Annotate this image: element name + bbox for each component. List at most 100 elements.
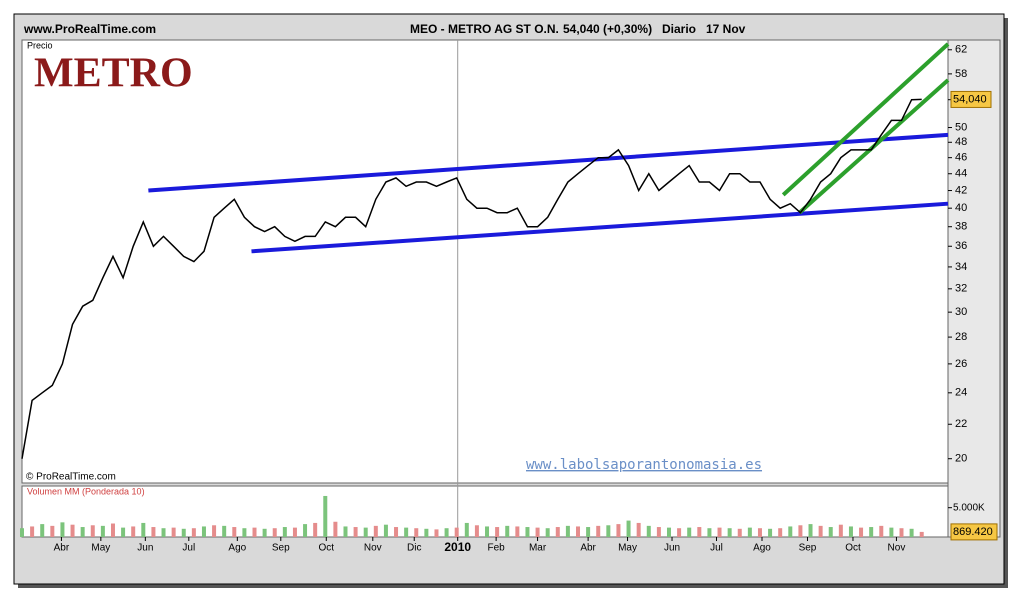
right-axis bbox=[947, 39, 1001, 538]
volume-bar bbox=[212, 525, 217, 537]
y-tick-label: 20 bbox=[955, 453, 967, 465]
volume-bar bbox=[869, 527, 874, 537]
x-tick-label: Abr bbox=[580, 543, 596, 554]
volume-bar bbox=[889, 527, 894, 537]
date: 17 Nov bbox=[706, 22, 746, 36]
x-tick-label: Jul bbox=[710, 543, 723, 554]
volume-bar bbox=[656, 527, 661, 537]
volume-bar bbox=[262, 528, 267, 537]
y-tick-label: 34 bbox=[955, 261, 967, 273]
volume-bar bbox=[535, 527, 540, 537]
y-tick-label: 62 bbox=[955, 44, 967, 56]
volume-bar bbox=[303, 524, 308, 537]
volume-bar bbox=[636, 522, 641, 537]
volume-bar bbox=[525, 527, 530, 537]
volume-bar bbox=[171, 527, 176, 537]
volume-bar bbox=[495, 527, 500, 537]
volume-bar bbox=[757, 528, 762, 537]
chart-title: MEO - METRO AG ST O.N. bbox=[410, 22, 559, 36]
volume-bar bbox=[353, 527, 358, 537]
volume-bar bbox=[40, 524, 45, 537]
volume-bar bbox=[727, 528, 732, 537]
volume-bar bbox=[232, 527, 237, 537]
volume-bar bbox=[626, 520, 631, 537]
quote: 54,040 (+0,30%) bbox=[563, 22, 652, 36]
volume-bar bbox=[474, 525, 479, 537]
last-price-box bbox=[950, 90, 992, 108]
volume-bar bbox=[60, 522, 65, 537]
volume-bar bbox=[717, 527, 722, 537]
volume-bar bbox=[919, 531, 924, 537]
y-tick-label: 32 bbox=[955, 283, 967, 295]
volume-bar bbox=[181, 528, 186, 537]
x-tick-label: 2010 bbox=[444, 540, 471, 554]
x-tick-label: Jul bbox=[182, 543, 195, 554]
trend-line bbox=[781, 42, 950, 197]
y-tick-label: 44 bbox=[955, 168, 967, 180]
y-tick-label: 50 bbox=[955, 121, 967, 133]
volume-bar bbox=[414, 528, 419, 537]
x-tick-label: Ago bbox=[753, 543, 771, 554]
volume-bar bbox=[808, 524, 813, 537]
volume-bar bbox=[707, 528, 712, 537]
x-tick-label: Oct bbox=[845, 543, 861, 554]
copyright: © ProRealTime.com bbox=[26, 472, 116, 483]
volume-bar bbox=[596, 525, 601, 537]
watermark: www.labolsaporantonomasia.es bbox=[526, 457, 762, 473]
y-tick-label: 46 bbox=[955, 152, 967, 164]
x-tick-label: Mar bbox=[529, 543, 547, 554]
volume-bar bbox=[515, 526, 520, 537]
trend-line bbox=[251, 201, 949, 254]
volume-bar bbox=[737, 528, 742, 537]
volume-bar bbox=[272, 528, 277, 537]
y-tick-label: 42 bbox=[955, 184, 967, 196]
y-tick-label: 48 bbox=[955, 136, 967, 148]
volume-bar bbox=[606, 525, 611, 537]
volume-bar bbox=[788, 526, 793, 537]
last-volume-box bbox=[950, 523, 998, 541]
x-tick-label: May bbox=[91, 543, 110, 554]
volume-bar bbox=[282, 527, 287, 537]
volume-tick-label: 5.000K bbox=[953, 502, 985, 513]
volume-bar bbox=[80, 527, 85, 537]
volume-bar bbox=[201, 526, 206, 537]
volume-bar bbox=[555, 527, 560, 537]
x-tick-label: Jun bbox=[137, 543, 153, 554]
volume-bar bbox=[505, 525, 510, 537]
y-tick-label: 58 bbox=[955, 68, 967, 80]
volume-bar bbox=[404, 527, 409, 537]
volume-bar bbox=[899, 528, 904, 537]
volume-bar bbox=[252, 527, 257, 537]
y-tick-label: 40 bbox=[955, 202, 967, 214]
volume-bar bbox=[778, 528, 783, 537]
volume-bar bbox=[110, 523, 115, 537]
y-tick-label: 26 bbox=[955, 358, 967, 370]
volume-label: Volumen MM (Ponderada 10) bbox=[27, 486, 145, 496]
y-tick-label: 30 bbox=[955, 306, 967, 318]
price-line bbox=[21, 98, 922, 459]
volume-bar bbox=[818, 525, 823, 537]
volume-bar bbox=[444, 528, 449, 537]
x-tick-label: Nov bbox=[364, 543, 382, 554]
volume-bar bbox=[383, 524, 388, 537]
volume-bar bbox=[333, 521, 338, 537]
volume-bar bbox=[20, 528, 24, 537]
volume-bar bbox=[838, 524, 843, 537]
period: Diario bbox=[662, 22, 696, 36]
x-tick-label: Dic bbox=[407, 543, 421, 554]
volume-bar bbox=[747, 527, 752, 537]
volume-bar bbox=[313, 522, 318, 537]
volume-bar bbox=[424, 528, 429, 537]
last-volume-label: 869.420 bbox=[953, 526, 993, 538]
volume-bar bbox=[454, 527, 459, 537]
volume-bar bbox=[394, 527, 399, 537]
volume-bar bbox=[373, 525, 378, 537]
y-tick-label: 24 bbox=[955, 387, 967, 399]
volume-bar bbox=[909, 528, 914, 537]
volume-bar bbox=[828, 527, 833, 537]
volume-bar bbox=[798, 525, 803, 537]
volume-bar bbox=[677, 528, 682, 537]
volume-bar bbox=[30, 526, 35, 537]
volume-bar bbox=[768, 528, 773, 537]
volume-bar bbox=[666, 527, 671, 537]
